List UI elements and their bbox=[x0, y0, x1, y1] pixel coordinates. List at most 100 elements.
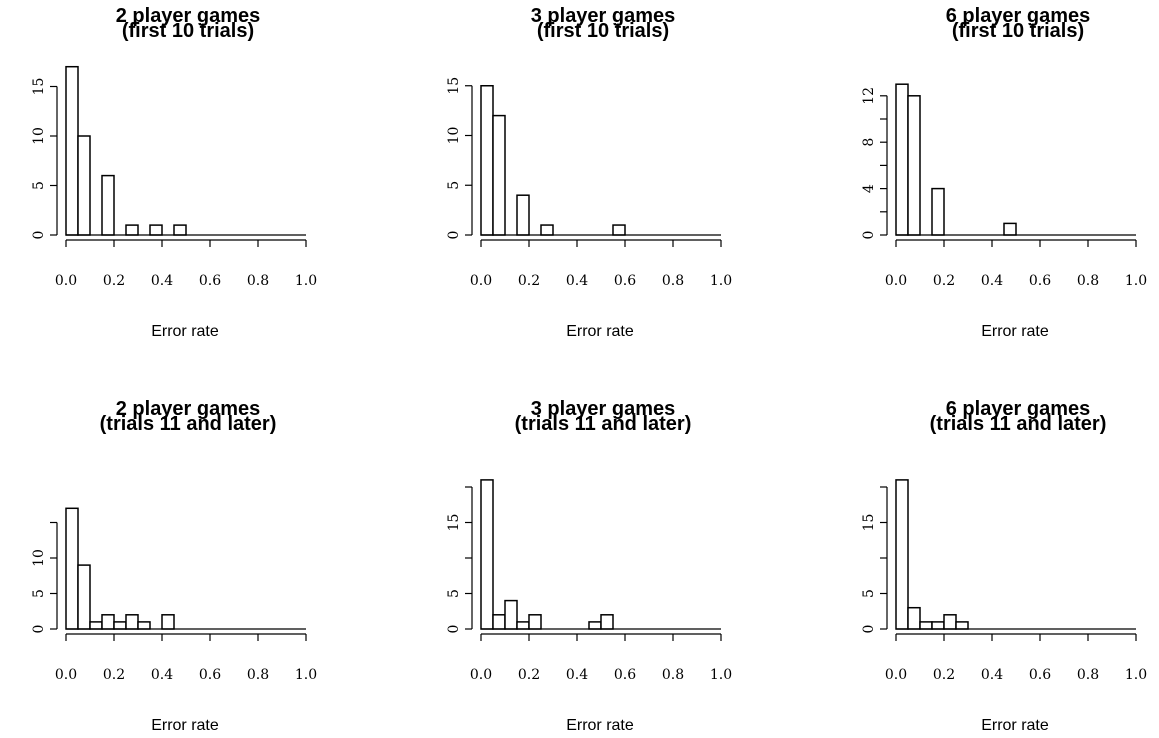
histogram-bar bbox=[101, 614, 115, 630]
x-tick-label: 1.0 bbox=[1125, 273, 1147, 289]
histogram-bar bbox=[516, 194, 530, 236]
x-axis-label: Error rate bbox=[981, 717, 1049, 734]
x-tick-label: 1.0 bbox=[295, 667, 317, 683]
x-tick-label: 0.4 bbox=[981, 273, 1003, 289]
histogram-bar bbox=[149, 224, 163, 236]
y-tick-label: 4 bbox=[861, 184, 877, 193]
x-tick-label: 1.0 bbox=[710, 667, 732, 683]
y-tick-label: 15 bbox=[861, 514, 877, 532]
chart-subtitle: (trials 11 and later) bbox=[930, 413, 1107, 435]
chart-title: 6 player games bbox=[946, 5, 1091, 27]
x-tick-label: 1.0 bbox=[1125, 667, 1147, 683]
chart-title: 6 player games bbox=[946, 398, 1091, 420]
histogram-bar bbox=[125, 224, 139, 236]
x-tick-label: 0.4 bbox=[566, 667, 588, 683]
chart-subtitle: (first 10 trials) bbox=[952, 20, 1084, 42]
histogram-bar bbox=[540, 224, 554, 236]
x-tick-label: 0.2 bbox=[933, 667, 955, 683]
histogram-bar bbox=[955, 621, 969, 630]
chart-subtitle: (first 10 trials) bbox=[122, 20, 254, 42]
y-tick-label: 15 bbox=[446, 77, 462, 95]
histogram-bar bbox=[89, 621, 103, 630]
histogram-bar bbox=[492, 614, 506, 630]
x-tick-label: 0.0 bbox=[470, 667, 492, 683]
histogram-bar bbox=[101, 174, 115, 236]
histogram-bar bbox=[77, 135, 91, 236]
y-tick-label: 5 bbox=[861, 589, 877, 598]
x-tick-label: 0.2 bbox=[518, 273, 540, 289]
x-tick-label: 0.4 bbox=[151, 667, 173, 683]
x-tick-label: 0.0 bbox=[885, 667, 907, 683]
x-tick-label: 1.0 bbox=[710, 273, 732, 289]
histogram-bar bbox=[907, 606, 921, 630]
x-tick-label: 0.8 bbox=[662, 273, 684, 289]
y-tick-label: 8 bbox=[861, 138, 877, 147]
x-tick-label: 0.4 bbox=[151, 273, 173, 289]
x-axis-label: Error rate bbox=[566, 717, 634, 734]
x-tick-label: 0.2 bbox=[933, 273, 955, 289]
y-tick-label: 0 bbox=[31, 231, 47, 240]
y-tick-label: 12 bbox=[861, 87, 877, 105]
y-tick-label: 15 bbox=[31, 78, 47, 96]
histogram-bar bbox=[480, 85, 494, 236]
y-tick-label: 5 bbox=[446, 589, 462, 598]
y-tick-label: 0 bbox=[446, 625, 462, 634]
histogram-bar bbox=[895, 479, 909, 630]
x-tick-label: 0.8 bbox=[1077, 273, 1099, 289]
y-tick-label: 5 bbox=[31, 181, 47, 190]
chart-title: 2 player games bbox=[116, 398, 261, 420]
x-tick-label: 0.6 bbox=[1029, 667, 1051, 683]
y-tick-label: 0 bbox=[31, 625, 47, 634]
histogram-bar bbox=[931, 187, 945, 236]
x-tick-label: 0.0 bbox=[55, 667, 77, 683]
x-tick-label: 0.8 bbox=[247, 273, 269, 289]
histogram-bar bbox=[65, 65, 79, 236]
x-tick-label: 0.6 bbox=[614, 273, 636, 289]
y-tick-label: 5 bbox=[446, 181, 462, 190]
chart-subtitle: (first 10 trials) bbox=[537, 20, 669, 42]
histogram-bar bbox=[895, 83, 909, 236]
chart-subtitle: (trials 11 and later) bbox=[100, 413, 277, 435]
x-tick-label: 0.4 bbox=[566, 273, 588, 289]
x-tick-label: 0.6 bbox=[1029, 273, 1051, 289]
histogram-bar bbox=[77, 564, 91, 630]
histogram-bar bbox=[65, 507, 79, 630]
y-tick-label: 10 bbox=[31, 549, 47, 567]
histogram-bar bbox=[907, 95, 921, 236]
x-tick-label: 0.8 bbox=[1077, 667, 1099, 683]
histogram-bar bbox=[161, 614, 175, 630]
x-tick-label: 0.4 bbox=[981, 667, 1003, 683]
x-tick-label: 0.8 bbox=[662, 667, 684, 683]
y-tick-label: 10 bbox=[31, 127, 47, 145]
x-tick-label: 0.0 bbox=[885, 273, 907, 289]
histogram-bar bbox=[480, 479, 494, 630]
histogram-bar bbox=[113, 621, 127, 630]
chart-title: 2 player games bbox=[116, 5, 261, 27]
y-tick-label: 0 bbox=[446, 231, 462, 240]
x-axis-label: Error rate bbox=[566, 323, 634, 340]
x-tick-label: 1.0 bbox=[295, 273, 317, 289]
histogram-bar bbox=[612, 224, 626, 236]
y-tick-label: 10 bbox=[446, 127, 462, 145]
histogram-bar bbox=[931, 621, 945, 630]
y-tick-label: 0 bbox=[861, 625, 877, 634]
x-tick-label: 0.2 bbox=[103, 667, 125, 683]
histogram-bar bbox=[1003, 222, 1017, 236]
y-tick-label: 15 bbox=[446, 514, 462, 532]
x-axis-label: Error rate bbox=[151, 717, 219, 734]
x-tick-label: 0.2 bbox=[518, 667, 540, 683]
histogram-bar bbox=[943, 614, 957, 630]
histogram-bar bbox=[528, 614, 542, 630]
y-tick-label: 5 bbox=[31, 589, 47, 598]
histogram-bar bbox=[125, 614, 139, 630]
y-tick-label: 0 bbox=[861, 231, 877, 240]
histogram-bar bbox=[919, 621, 933, 630]
x-tick-label: 0.8 bbox=[247, 667, 269, 683]
histogram-bar bbox=[137, 621, 151, 630]
histogram-bar bbox=[588, 621, 602, 630]
histogram-bar bbox=[504, 599, 518, 630]
histogram-bar bbox=[600, 614, 614, 630]
x-tick-label: 0.0 bbox=[55, 273, 77, 289]
histogram-bar bbox=[492, 114, 506, 236]
x-tick-label: 0.6 bbox=[614, 667, 636, 683]
